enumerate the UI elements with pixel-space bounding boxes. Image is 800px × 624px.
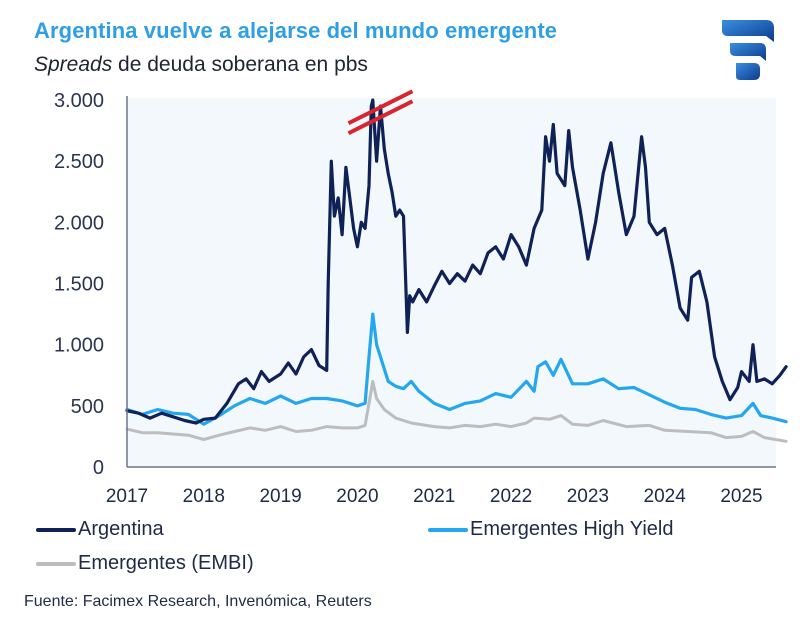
x-tick-label: 2023: [567, 486, 609, 507]
chart-title: Argentina vuelve a alejarse del mundo em…: [34, 18, 558, 43]
x-tick-label: 2022: [490, 486, 532, 507]
y-tick-label: 3.000: [54, 90, 104, 112]
legend-label-embi: Emergentes (EMBI): [78, 552, 254, 574]
x-tick-label: 2017: [106, 486, 148, 507]
series-line-emergentes-embi: [125, 379, 788, 443]
legend-high-yield: Emergentes High Yield: [428, 518, 673, 541]
y-tick-label: 1.500: [54, 274, 104, 296]
series-line-argentina: [125, 98, 788, 425]
x-tick-label: 2019: [259, 486, 301, 507]
y-tick-label: 0: [93, 457, 104, 479]
subtitle-rest: de deuda soberana en pbs: [112, 53, 368, 76]
legend-swatch-high-yield: [428, 527, 468, 532]
subtitle-italic: Spreads: [34, 53, 113, 76]
source-note: Fuente: Facimex Research, Invenómica, Re…: [24, 593, 372, 610]
series-line-emergentes-high-yield: [125, 312, 788, 426]
axis-break-stroke: [347, 89, 414, 126]
x-tick-label: 2018: [183, 486, 225, 507]
y-tick-label: 1.000: [54, 335, 104, 357]
x-tick-label: 2020: [336, 486, 378, 507]
legend-label-argentina: Argentina: [78, 518, 164, 540]
legend-swatch-argentina: [36, 527, 76, 532]
x-tick-label: 2024: [644, 486, 687, 507]
legend-argentina: Argentina: [36, 518, 164, 541]
legend-label-high-yield: Emergentes High Yield: [470, 518, 674, 540]
y-tick-label: 2.000: [54, 212, 104, 234]
axis-break-marker: [347, 89, 414, 136]
chart-subtitle: Spreads de deuda soberana en pbs: [34, 53, 368, 77]
legend-swatch-embi: [36, 561, 76, 566]
facimex-logo-icon: [722, 20, 774, 80]
legend-embi: Emergentes (EMBI): [36, 552, 254, 575]
x-tick-label: 2025: [720, 486, 762, 507]
y-tick-label: 500: [71, 396, 104, 418]
axis-break-stroke: [347, 99, 414, 136]
y-tick-label: 2.500: [54, 151, 104, 173]
x-tick-label: 2021: [413, 486, 455, 507]
